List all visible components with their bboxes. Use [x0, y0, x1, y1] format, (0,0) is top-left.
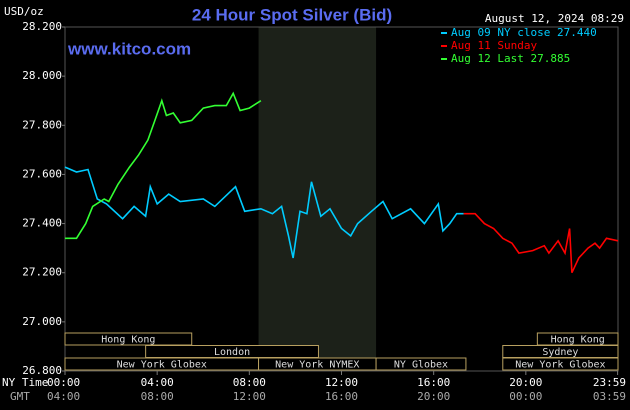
session-box [375, 357, 467, 371]
x-tick-label: 16:00 [417, 376, 450, 389]
x-tick-label: 08:00 [233, 376, 266, 389]
y-tick-label: 27.800 [22, 118, 62, 131]
x-tick-label: 20:00 [509, 376, 542, 389]
session-label: Hong Kong [551, 335, 605, 346]
session-label: Sydney [542, 347, 578, 358]
y-axis-label: USD/oz [4, 5, 44, 18]
session-label: London [214, 347, 250, 358]
chart-title: 24 Hour Spot Silver (Bid) [192, 5, 392, 24]
gmt-tick-label: 16:00 [325, 390, 358, 403]
legend-label: Aug 11 Sunday [451, 39, 537, 52]
ny-time-label: NY Time [2, 376, 48, 389]
session-label: New York Globex [515, 360, 605, 371]
timestamp: August 12, 2024 08:29 [485, 12, 624, 25]
session-box [64, 332, 193, 346]
session-label: New York NYMEX [275, 360, 359, 371]
session-label: New York Globex [117, 360, 207, 371]
y-tick-label: 27.400 [22, 217, 62, 230]
y-tick-label: 26.800 [22, 364, 62, 377]
x-tick-label: 23:59 [593, 376, 626, 389]
gmt-label: GMT [10, 390, 30, 403]
x-tick-label: 04:00 [141, 376, 174, 389]
gmt-tick-label: 00:00 [509, 390, 542, 403]
gmt-tick-label: 04:00 [47, 390, 80, 403]
y-tick-label: 27.000 [22, 315, 62, 328]
y-tick-label: 27.600 [22, 167, 62, 180]
price-line [463, 212, 619, 274]
gmt-tick-label: 12:00 [233, 390, 266, 403]
legend-label: Aug 09 NY close 27.440 [451, 26, 597, 39]
y-tick-label: 28.200 [22, 20, 62, 33]
x-tick-label: 00:00 [47, 376, 80, 389]
gmt-tick-label: 20:00 [417, 390, 450, 403]
y-tick-label: 27.200 [22, 266, 62, 279]
price-line [64, 166, 464, 259]
y-tick-label: 28.000 [22, 69, 62, 82]
gmt-tick-label: 03:59 [593, 390, 626, 403]
price-line [65, 91, 262, 240]
session-box [502, 357, 619, 371]
session-label: Hong Kong [101, 335, 155, 346]
legend-label: Aug 12 Last 27.885 [451, 52, 570, 65]
session-label: NY Globex [394, 360, 448, 371]
shaded-region [258, 27, 377, 371]
gmt-tick-label: 08:00 [141, 390, 174, 403]
x-tick-label: 12:00 [325, 376, 358, 389]
watermark: www.kitco.com [67, 39, 191, 58]
